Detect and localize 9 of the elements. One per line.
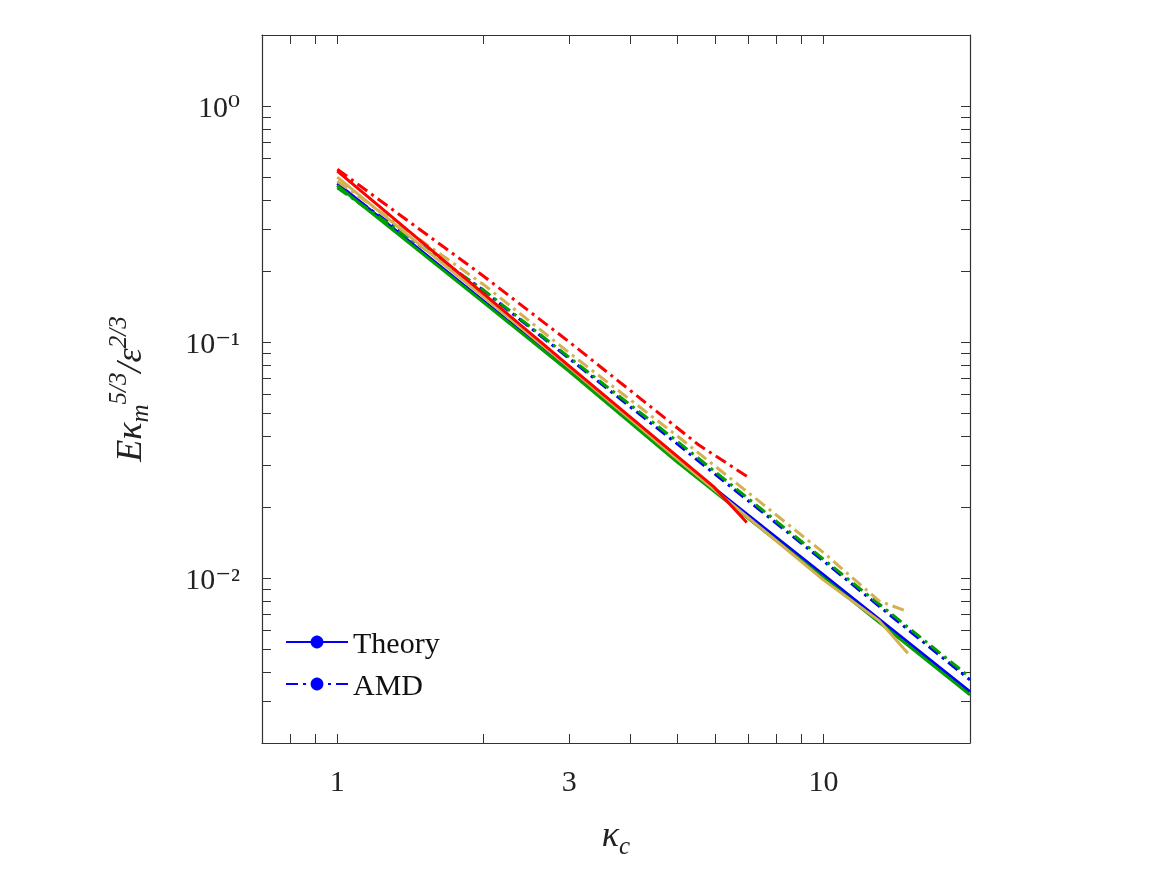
y-tick-label: 10⁻²	[185, 561, 240, 595]
y-tick-label: 10⁻¹	[185, 325, 240, 359]
y-axis-title: Eκm5/3/ε2/3	[104, 316, 153, 463]
x-tick-label: 10	[808, 763, 839, 797]
legend-label: Theory	[353, 625, 440, 659]
legend-label: AMD	[353, 667, 424, 701]
x-tick-label: 3	[561, 763, 577, 797]
x-tick-label: 1	[329, 763, 345, 797]
y-tick-label: 10⁰	[197, 89, 240, 123]
